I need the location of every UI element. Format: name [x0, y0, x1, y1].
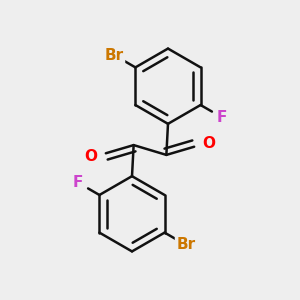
Text: F: F — [217, 110, 227, 125]
Text: O: O — [85, 149, 98, 164]
Text: O: O — [202, 136, 215, 151]
Text: F: F — [73, 175, 83, 190]
Text: Br: Br — [176, 237, 195, 252]
Text: Br: Br — [105, 48, 124, 63]
